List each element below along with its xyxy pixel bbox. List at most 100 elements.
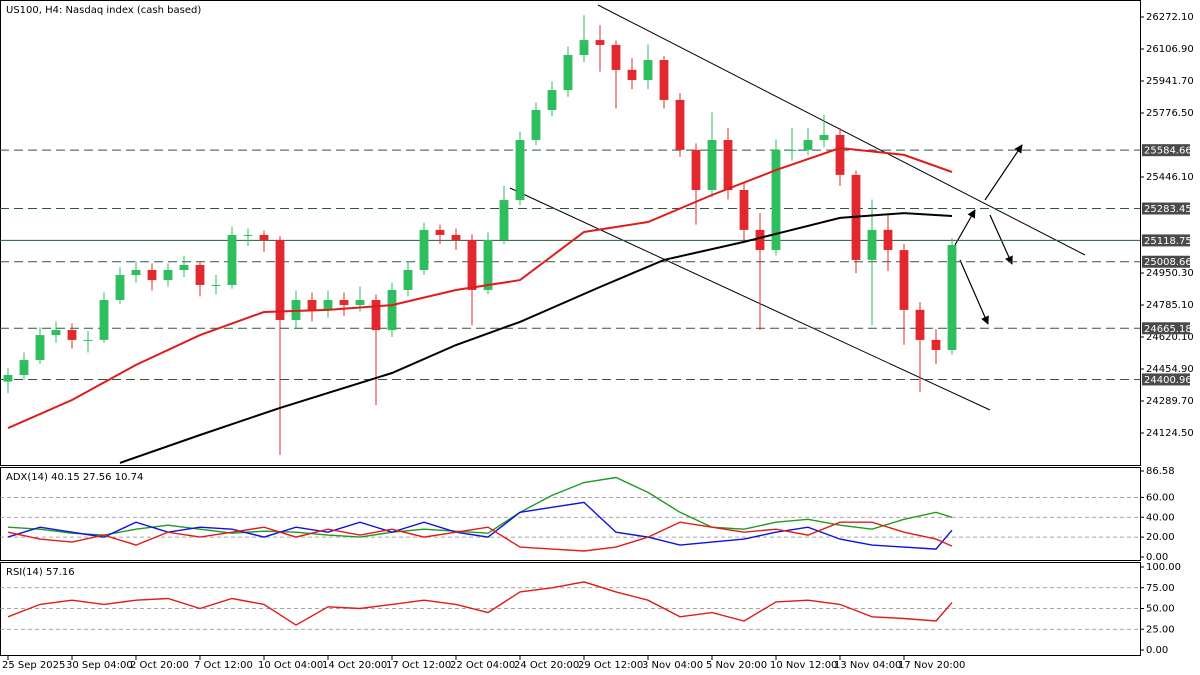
indicator-line <box>119 212 953 464</box>
x-tick-label: 29 Oct 12:00 <box>578 660 643 671</box>
candle-body <box>403 270 413 290</box>
candle-body <box>307 300 317 310</box>
candle-body <box>339 300 349 306</box>
candle-body <box>211 284 221 286</box>
candle-body <box>19 360 29 375</box>
candle-body <box>675 99 685 150</box>
indicator-line <box>7 476 953 538</box>
candle-body <box>739 190 749 230</box>
adx-title: ADX(14) 40.15 27.56 10.74 <box>6 472 143 483</box>
candle-body <box>947 245 957 350</box>
candle-body <box>835 134 845 175</box>
trend-line <box>597 4 1086 256</box>
chart-title: US100, H4: Nasdaq index (cash based) <box>6 5 201 16</box>
level-label-box <box>1142 255 1190 268</box>
x-tick-label: 30 Sep 04:00 <box>66 660 133 671</box>
y-tick-label: 26272.10 <box>1146 12 1194 23</box>
y-tick-label: 100.00 <box>1146 562 1181 573</box>
candle-body <box>387 289 397 331</box>
candle-body <box>611 44 621 70</box>
candle-body <box>899 250 909 310</box>
candle-body <box>867 229 877 260</box>
x-tick-label: 3 Nov 04:00 <box>642 660 703 671</box>
candle-body <box>547 90 557 111</box>
candle-body <box>83 339 93 341</box>
candle-body <box>659 60 669 100</box>
candle-body <box>707 140 717 191</box>
arrow <box>989 214 1013 265</box>
candle-body <box>579 40 589 55</box>
candle-body <box>195 264 205 285</box>
candle-body <box>35 335 45 361</box>
y-tick-label: 0.00 <box>1146 645 1168 656</box>
x-tick-label: 10 Nov 12:00 <box>770 660 837 671</box>
y-tick-label: 86.58 <box>1146 466 1175 477</box>
level-label: 24400.96 <box>1144 375 1192 386</box>
candle-body <box>51 330 61 336</box>
candle-body <box>275 239 285 320</box>
x-tick-label: 2 Oct 20:00 <box>130 660 189 671</box>
y-tick-label: 24124.50 <box>1146 428 1194 439</box>
candle-body <box>131 270 141 276</box>
candle-body <box>323 300 333 310</box>
level-label-box <box>1142 373 1190 386</box>
candle-body <box>723 140 733 191</box>
indicator-line <box>7 146 953 430</box>
candle-body <box>643 60 653 80</box>
candle-body <box>483 239 493 290</box>
arrows <box>954 144 1023 325</box>
y-tick-label: 24289.70 <box>1146 396 1194 407</box>
candle-body <box>227 234 237 285</box>
x-tick-label: 5 Nov 20:00 <box>706 660 767 671</box>
x-tick-label: 25 Sep 2025 <box>2 660 65 671</box>
level-label: 25584.66 <box>1144 146 1192 157</box>
indicator-line <box>7 521 953 552</box>
candle-body <box>435 229 445 235</box>
candle-body <box>499 200 509 240</box>
trend-lines <box>509 4 1086 411</box>
y-tick-label: 50.00 <box>1146 604 1175 615</box>
y-tick-label: 25446.10 <box>1146 172 1194 183</box>
y-tick-label: 75.00 <box>1146 583 1175 594</box>
candle-body <box>819 134 829 141</box>
level-label: 25008.66 <box>1144 257 1192 268</box>
y-tick-label: 24620.10 <box>1146 332 1194 343</box>
y-tick-label: 20.00 <box>1146 532 1175 543</box>
arrow <box>984 144 1023 201</box>
candle-body <box>179 264 189 271</box>
candle-body <box>67 330 77 340</box>
candle-body <box>627 69 637 80</box>
y-tick-label: 0.00 <box>1146 552 1168 563</box>
level-label-box <box>1142 202 1190 215</box>
candle-body <box>595 40 605 45</box>
adx-panel <box>0 467 1141 561</box>
level-label-box <box>1142 144 1190 157</box>
level-label-box <box>1142 322 1190 335</box>
level-label: 24665.18 <box>1144 324 1192 335</box>
candle-body <box>243 234 253 236</box>
trend-line <box>509 187 991 411</box>
y-tick-label: 24950.30 <box>1146 268 1194 279</box>
x-tick-label: 7 Oct 12:00 <box>194 660 253 671</box>
candle-body <box>163 270 173 281</box>
candle-body <box>259 234 269 240</box>
x-tick-label: 22 Oct 04:00 <box>450 660 515 671</box>
candle-body <box>419 229 429 271</box>
rsi-title: RSI(14) 57.16 <box>6 567 75 578</box>
candle-body <box>755 229 765 251</box>
y-tick-label: 25776.50 <box>1146 108 1194 119</box>
candle-body <box>771 149 781 251</box>
y-tick-label: 40.00 <box>1146 512 1175 523</box>
candle-body <box>371 300 381 331</box>
level-label-box <box>1142 234 1190 247</box>
candle-body <box>563 54 573 91</box>
x-tick-label: 17 Oct 12:00 <box>386 660 451 671</box>
candle-body <box>467 239 477 290</box>
arrow <box>959 259 989 325</box>
rsi-panel <box>0 562 1141 656</box>
candle-body <box>787 149 797 151</box>
y-tick-label: 24454.90 <box>1146 364 1194 375</box>
x-tick-label: 10 Oct 04:00 <box>258 660 323 671</box>
